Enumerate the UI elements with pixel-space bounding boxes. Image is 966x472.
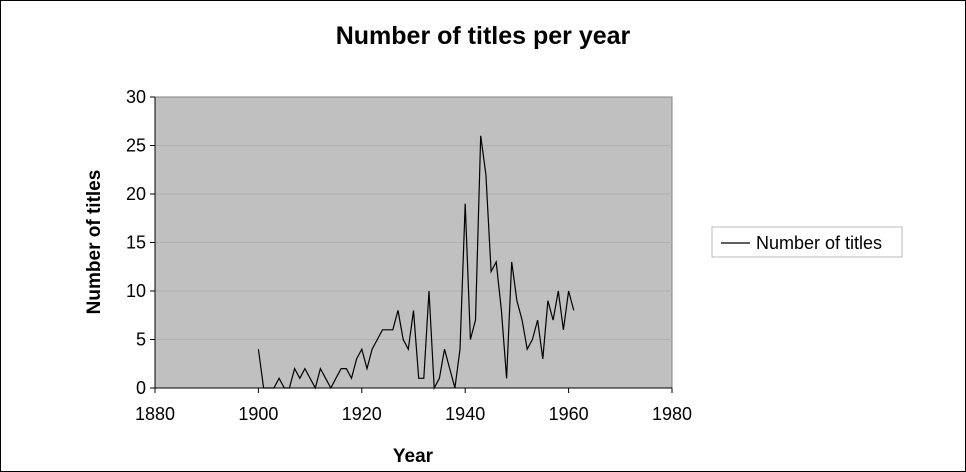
y-tick-label: 30	[126, 87, 146, 107]
gridlines	[155, 145, 672, 340]
y-tick-label: 0	[136, 378, 146, 398]
y-tick-label: 20	[126, 184, 146, 204]
chart-title: Number of titles per year	[336, 22, 631, 50]
legend-box	[711, 226, 903, 258]
y-tick-label: 10	[126, 281, 146, 301]
x-axis-ticks: 1880 1900 1920 1940 1960 1980	[135, 97, 692, 424]
series-layer	[257, 135, 575, 391]
x-axis-label: Year	[393, 446, 434, 467]
x-tick-label: 1960	[549, 404, 589, 424]
legend-label: Number of titles	[756, 233, 882, 253]
legend: Number of titles	[711, 226, 903, 258]
series-line	[257, 135, 575, 391]
x-tick-label: 1900	[238, 404, 278, 424]
x-tick-label: 1980	[652, 404, 692, 424]
y-axis-label: Number of titles	[84, 170, 105, 315]
x-tick-label: 1880	[135, 404, 175, 424]
y-axis-ticks: 0 5 10 15 20 25 30	[126, 87, 155, 398]
y-tick-label: 25	[126, 136, 146, 156]
y-tick-label: 15	[126, 233, 146, 253]
x-tick-label: 1920	[342, 404, 382, 424]
x-tick-label: 1940	[445, 404, 485, 424]
y-tick-label: 5	[136, 330, 146, 350]
